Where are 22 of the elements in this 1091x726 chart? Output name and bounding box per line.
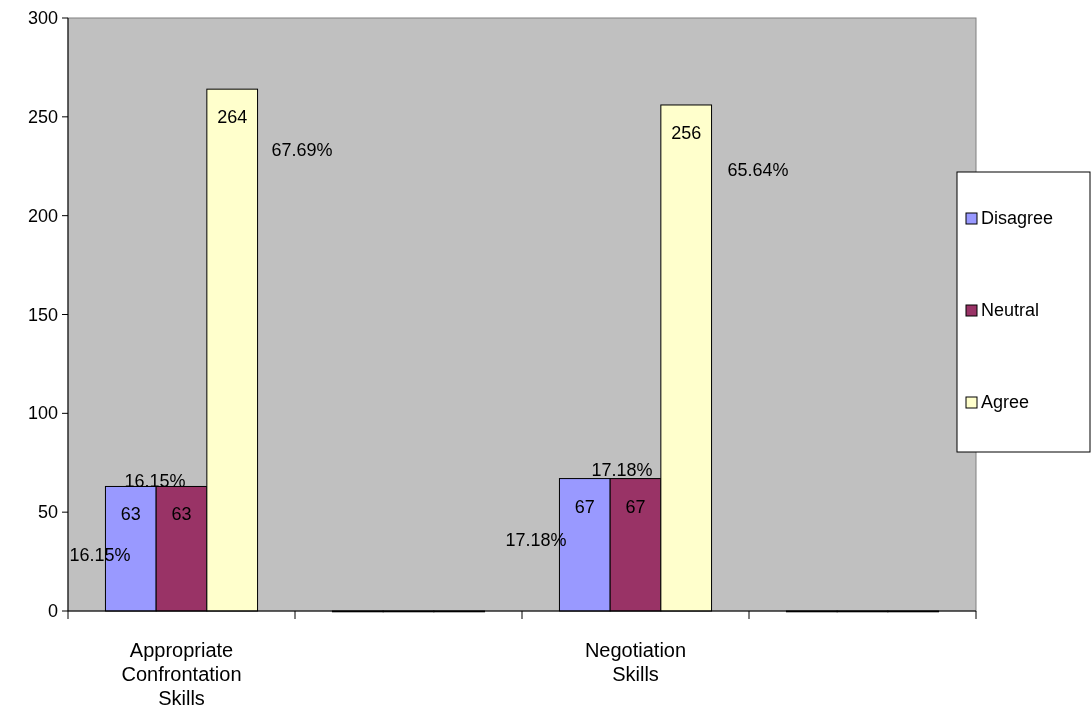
legend-label: Neutral xyxy=(981,300,1040,320)
y-tick-label: 250 xyxy=(27,106,58,127)
annotation: 16.15% xyxy=(124,471,186,491)
y-tick-label: 50 xyxy=(37,502,58,523)
y-tick-label: 300 xyxy=(27,8,58,28)
y-tick-label: 150 xyxy=(27,304,58,325)
annotation: 17.18% xyxy=(591,460,653,480)
annotation: 67.69% xyxy=(271,140,333,160)
data-label: 264 xyxy=(217,107,248,128)
legend-label: Agree xyxy=(981,392,1030,412)
x-tick-label: Appropriate Confrontation Skills xyxy=(121,639,242,709)
data-label: 256 xyxy=(671,122,702,143)
data-label: 63 xyxy=(120,504,141,525)
data-label: 67 xyxy=(625,496,646,517)
x-tick-label: Negotiation Skills xyxy=(584,639,687,685)
annotation: 65.64% xyxy=(727,160,789,180)
y-tick-label: 200 xyxy=(27,205,58,226)
data-label: 63 xyxy=(171,504,192,525)
legend-label: Disagree xyxy=(981,208,1054,228)
y-tick-label: 0 xyxy=(47,601,58,621)
y-tick-label: 100 xyxy=(27,403,58,424)
data-label: 67 xyxy=(574,496,595,517)
